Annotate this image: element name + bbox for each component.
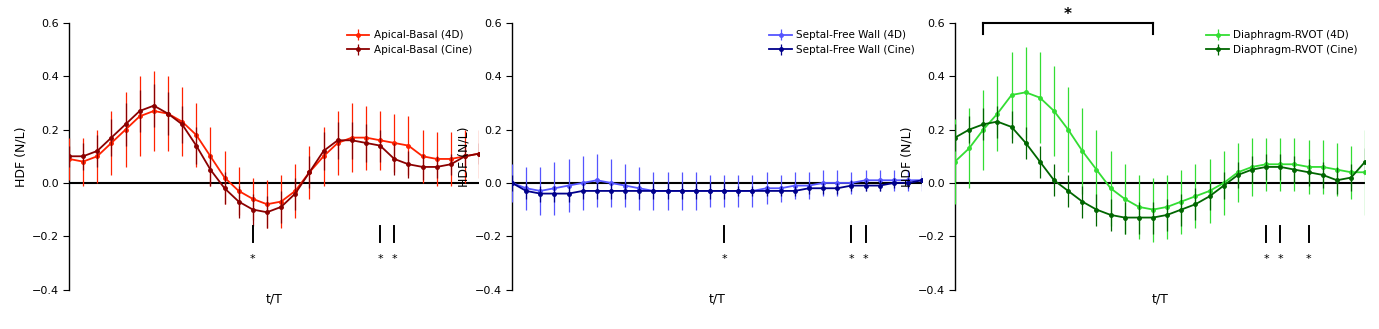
Y-axis label: HDF (N/L): HDF (N/L) <box>458 126 470 187</box>
Text: *: * <box>392 254 397 264</box>
Text: *: * <box>848 254 854 264</box>
X-axis label: t/T: t/T <box>709 292 725 305</box>
X-axis label: t/T: t/T <box>1151 292 1168 305</box>
Y-axis label: HDF (N/L): HDF (N/L) <box>14 126 28 187</box>
Text: *: * <box>250 254 255 264</box>
Text: *: * <box>1263 254 1269 264</box>
Text: *: * <box>721 254 727 264</box>
Legend: Apical-Basal (4D), Apical-Basal (Cine): Apical-Basal (4D), Apical-Basal (Cine) <box>345 28 474 57</box>
Text: *: * <box>863 254 869 264</box>
X-axis label: t/T: t/T <box>266 292 283 305</box>
Text: *: * <box>1065 7 1071 22</box>
Text: *: * <box>1277 254 1282 264</box>
Legend: Septal-Free Wall (4D), Septal-Free Wall (Cine): Septal-Free Wall (4D), Septal-Free Wall … <box>767 28 917 57</box>
Text: *: * <box>378 254 383 264</box>
Legend: Diaphragm-RVOT (4D), Diaphragm-RVOT (Cine): Diaphragm-RVOT (4D), Diaphragm-RVOT (Cin… <box>1204 28 1360 57</box>
Text: *: * <box>1306 254 1311 264</box>
Y-axis label: HDF (N/L): HDF (N/L) <box>900 126 913 187</box>
